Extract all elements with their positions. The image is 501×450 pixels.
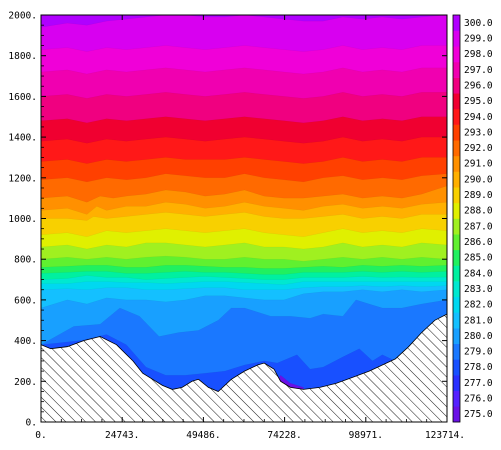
colorbar-swatch (453, 249, 460, 266)
colorbar-swatch (453, 124, 460, 141)
colorbar-swatch (453, 265, 460, 282)
y-tick-label: 400. (14, 336, 37, 347)
colorbar-label: 291.0 (464, 159, 493, 170)
x-tick-label: 49486. (186, 430, 220, 441)
colorbar-label: 281.0 (464, 315, 493, 326)
colorbar-label: 288.0 (464, 206, 493, 217)
colorbar-swatch (453, 343, 460, 360)
colorbar-label: 297.0 (464, 65, 493, 76)
colorbar-swatch (453, 77, 460, 94)
y-tick-label: 1600. (8, 92, 37, 103)
colorbar-swatch (453, 202, 460, 219)
colorbar-label: 286.0 (464, 237, 493, 248)
colorbar-label: 280.0 (464, 331, 493, 342)
colorbar-label: 300.0 (464, 18, 493, 29)
x-axis: 0. 24743. 49486. 74228. 98971. 123714. (35, 15, 465, 441)
colorbar-label: 299.0 (464, 34, 493, 45)
colorbar-swatch (453, 93, 460, 110)
colorbar-label: 287.0 (464, 221, 493, 232)
colorbar-label: 277.0 (464, 378, 493, 389)
colorbar-swatch (453, 15, 460, 31)
y-tick-label: 800. (14, 255, 37, 266)
colorbar-swatch (453, 155, 460, 172)
x-tick-label: 123714. (425, 430, 465, 441)
colorbar-label: 292.0 (464, 143, 493, 154)
colorbar-label: 278.0 (464, 362, 493, 373)
colorbar-swatch (453, 218, 460, 235)
y-tick-label: 1400. (8, 133, 37, 144)
y-tick-label: 1000. (8, 214, 37, 225)
colorbar-frame (452, 14, 461, 423)
colorbar-label: 276.0 (464, 394, 493, 405)
x-tick-label: 74228. (267, 430, 301, 441)
y-tick-label: 2000. (8, 11, 37, 22)
colorbar-label: 282.0 (464, 300, 493, 311)
colorbar-label: 293.0 (464, 127, 493, 138)
colorbar-label: 295.0 (464, 96, 493, 107)
colorbar-swatch (453, 390, 460, 407)
colorbar-label: 294.0 (464, 112, 493, 123)
colorbar-label: 283.0 (464, 284, 493, 295)
colorbar-swatch (453, 375, 460, 391)
colorbar-swatch (453, 406, 460, 423)
colorbar-swatch (453, 171, 460, 188)
colorbar-swatch (453, 108, 460, 125)
colorbar-label: 298.0 (464, 49, 493, 60)
colorbar-swatch (453, 187, 460, 204)
y-axis: 0. 200. 400. 600. 800. 1000. 1200. 1400. 1600. 18… (8, 11, 447, 429)
colorbar-label: 289.0 (464, 190, 493, 201)
y-tick-label: 600. (14, 295, 37, 306)
y-tick-label: 200. (14, 377, 37, 388)
x-tick-label: 24743. (105, 430, 139, 441)
x-tick-label: 0. (35, 430, 46, 441)
colorbar-swatch (453, 140, 460, 157)
colorbar-label: 296.0 (464, 80, 493, 91)
colorbar: 275.0 276.0 277.0 278.0 279.0 280.0 281.0 282.0… (452, 14, 493, 423)
colorbar-label: 275.0 (464, 409, 493, 420)
colorbar-label: 285.0 (464, 253, 493, 264)
colorbar-swatch (453, 46, 460, 63)
colorbar-swatch (453, 296, 460, 313)
x-tick-label: 98971. (349, 430, 383, 441)
colorbar-swatch (453, 281, 460, 298)
colorbar-swatch (453, 328, 460, 345)
colorbar-swatch (453, 61, 460, 78)
y-tick-label: 1200. (8, 173, 37, 184)
terrain-mask (41, 313, 447, 422)
colorbar-label: 290.0 (464, 174, 493, 185)
colorbar-swatch (453, 312, 460, 329)
y-tick-label: 0. (26, 418, 37, 429)
colorbar-swatch (453, 359, 460, 376)
colorbar-swatch (453, 234, 460, 251)
y-tick-label: 1800. (8, 51, 37, 62)
colorbar-swatch (453, 30, 460, 47)
colorbar-label: 284.0 (464, 268, 493, 279)
colorbar-label: 279.0 (464, 347, 493, 358)
